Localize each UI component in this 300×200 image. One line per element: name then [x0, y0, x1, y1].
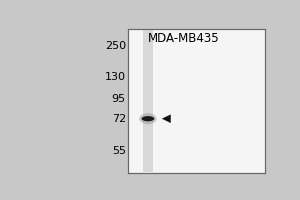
Ellipse shape: [139, 113, 157, 124]
Ellipse shape: [142, 116, 154, 121]
Text: 55: 55: [112, 146, 126, 156]
Text: 72: 72: [112, 114, 126, 124]
Bar: [128, 29, 266, 173]
Bar: [143, 30, 153, 172]
Text: 130: 130: [105, 72, 126, 82]
Text: 95: 95: [112, 94, 126, 104]
Polygon shape: [162, 114, 171, 123]
Text: MDA-MB435: MDA-MB435: [148, 32, 220, 45]
Text: 250: 250: [105, 41, 126, 51]
